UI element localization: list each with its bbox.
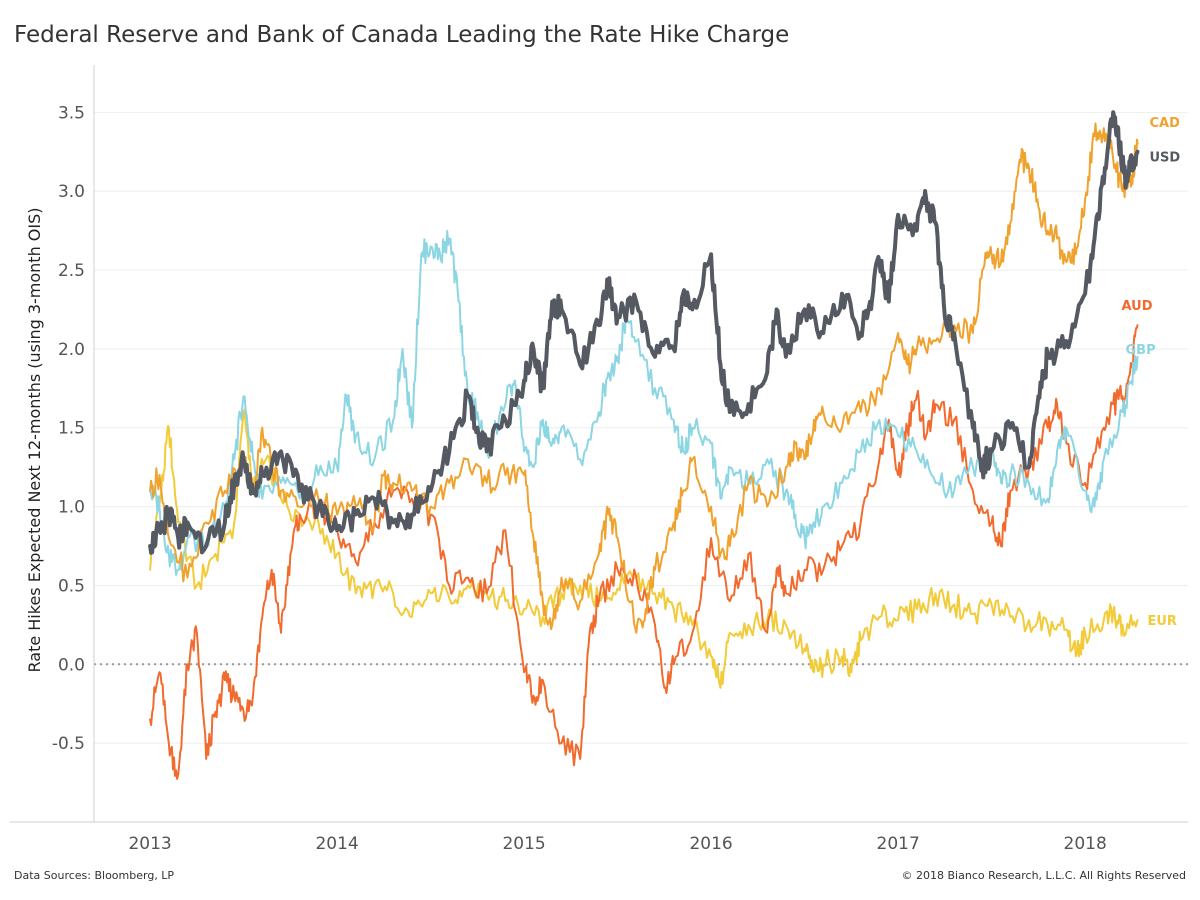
grid-lines [94, 111, 1188, 744]
series-line-aud [149, 324, 1139, 780]
y-tick-label: 0.5 [58, 576, 85, 596]
x-tick-label: 2017 [877, 834, 920, 854]
y-tick-label: 3.0 [58, 182, 85, 202]
series-line-usd [148, 110, 1140, 555]
x-tick-label: 2014 [315, 834, 358, 854]
data-source-note: Data Sources: Bloomberg, LP [14, 869, 175, 882]
series-labels: EUR AUD GBP CAD USD [1122, 116, 1181, 629]
series-label-aud: AUD [1122, 299, 1153, 314]
series-label-cad: CAD [1150, 116, 1181, 131]
copyright-note: © 2018 Bianco Research, L.L.C. All Right… [901, 869, 1186, 882]
y-axis-label: Rate Hikes Expected Next 12-months (usin… [25, 207, 44, 672]
y-tick-label: 3.5 [58, 103, 85, 123]
series-label-usd: USD [1150, 151, 1181, 166]
series-line-cad [149, 122, 1139, 634]
x-tick-label: 2013 [128, 834, 171, 854]
chart-title: Federal Reserve and Bank of Canada Leadi… [14, 22, 790, 48]
axes: -0.5 0.0 0.5 1.0 1.5 2.0 2.5 3.0 3.5 2013 2014 2015… [10, 65, 1188, 854]
y-tick-label: 0.0 [58, 655, 85, 675]
y-tick-label: 2.0 [58, 340, 85, 360]
y-tick-label: 2.5 [58, 261, 85, 281]
series-lines [148, 110, 1140, 780]
y-tick-label: 1.0 [58, 498, 85, 518]
series-label-gbp: GBP [1126, 343, 1156, 358]
x-tick-label: 2018 [1064, 834, 1107, 854]
y-tick-label: 1.5 [58, 419, 85, 439]
x-tick-label: 2015 [502, 834, 545, 854]
x-tick-label: 2016 [689, 834, 732, 854]
y-tick-label: -0.5 [52, 734, 85, 754]
series-label-eur: EUR [1148, 614, 1177, 629]
